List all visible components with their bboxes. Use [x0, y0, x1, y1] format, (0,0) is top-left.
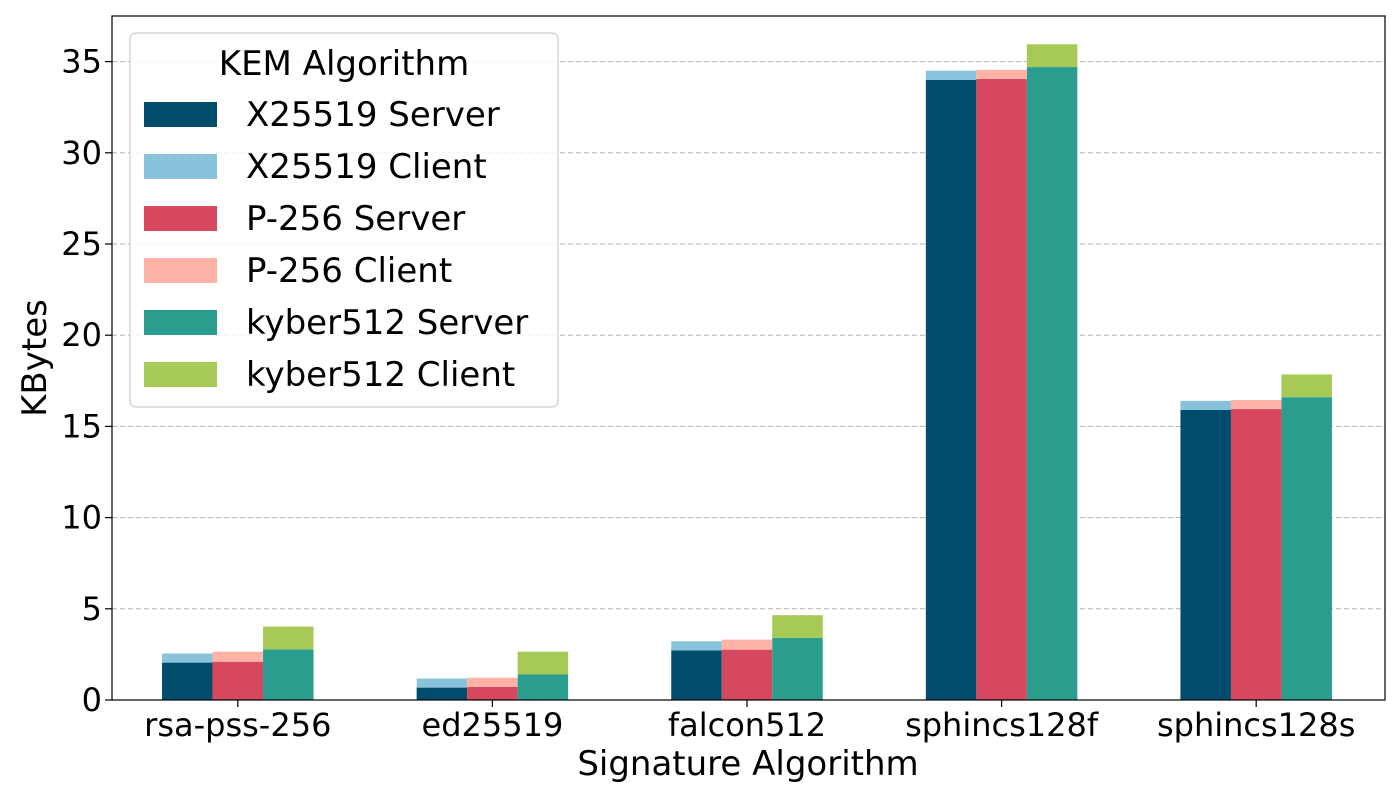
y-tick-label: 30	[61, 134, 102, 172]
bar-p-256-server	[467, 686, 518, 700]
y-tick-label: 5	[82, 590, 102, 628]
bar-kyber512-client	[517, 651, 569, 675]
bar-x25519-server	[416, 687, 468, 700]
bar-p-256-server	[721, 649, 773, 700]
bar-p-256-client	[976, 69, 1027, 79]
y-tick-label: 10	[61, 499, 102, 537]
y-tick-label: 20	[61, 316, 102, 354]
legend-swatch	[144, 102, 217, 127]
x-tick-label: sphincs128f	[905, 706, 1099, 744]
bar-kyber512-server	[517, 674, 569, 700]
x-axis-label: Signature Algorithm	[577, 744, 918, 784]
x-tick-label: falcon512	[668, 706, 826, 744]
bar-x25519-client	[162, 653, 213, 663]
y-axis-ticks: 0 5 10 15 20 25 30 35	[61, 43, 112, 719]
y-axis-label: KBytes	[15, 299, 55, 417]
bar-kyber512-client	[1281, 374, 1332, 398]
x-axis-ticks: rsa-pss-256 ed25519 falcon512 sphincs128f sp…	[144, 700, 1355, 744]
bar-p-256-client	[212, 651, 264, 662]
legend-entry: P-256 Client	[246, 251, 452, 291]
legend-swatch	[144, 362, 217, 387]
legend-entry: X25519 Server	[246, 95, 500, 135]
bar-p-256-client	[467, 677, 518, 687]
bar-kyber512-client	[772, 615, 823, 638]
legend: KEM Algorithm X25519 Server X25519 Client…	[129, 32, 559, 408]
y-tick-label: 25	[61, 225, 102, 263]
y-tick-label: 35	[61, 43, 102, 81]
bar-x25519-server	[1180, 409, 1231, 700]
x-tick-label: sphincs128s	[1157, 706, 1355, 744]
bar-kyber512-server	[772, 637, 823, 700]
legend-entry: X25519 Client	[246, 147, 487, 187]
bar-kyber512-client	[1026, 44, 1078, 68]
bar-p-256-client	[721, 639, 773, 650]
bar-x25519-client	[1180, 400, 1231, 410]
bar-kyber512-server	[263, 649, 314, 700]
x-tick-label: rsa-pss-256	[144, 706, 331, 744]
plot-frame	[111, 15, 1386, 701]
legend-entry: kyber512 Client	[246, 355, 515, 395]
bar-x25519-server	[162, 662, 213, 700]
bar-p-256-server	[976, 78, 1027, 701]
y-tick-label: 15	[61, 407, 102, 445]
y-tick-label: 0	[82, 681, 102, 719]
bar-x25519-client	[671, 641, 722, 651]
legend-swatch	[144, 258, 217, 283]
legend-entry: kyber512 Server	[246, 303, 528, 343]
bars	[162, 44, 1332, 701]
legend-swatch	[144, 206, 217, 231]
legend-title: KEM Algorithm	[219, 44, 469, 84]
bar-x25519-client	[416, 678, 468, 688]
legend-box	[129, 32, 559, 408]
bar-x25519-server	[925, 79, 977, 701]
bar-p-256-server	[212, 661, 264, 700]
bar-kyber512-server	[1026, 67, 1078, 700]
legend-entry: P-256 Server	[246, 199, 465, 239]
bar-kyber512-client	[263, 626, 314, 650]
legend-swatch	[144, 154, 217, 179]
bar-kyber512-server	[1281, 397, 1332, 700]
x-tick-label: ed25519	[422, 706, 564, 744]
legend-swatch	[144, 310, 217, 335]
bar-p-256-server	[1230, 409, 1282, 700]
bar-x25519-server	[671, 650, 722, 700]
bar-p-256-client	[1230, 399, 1282, 410]
bar-x25519-client	[925, 70, 977, 80]
